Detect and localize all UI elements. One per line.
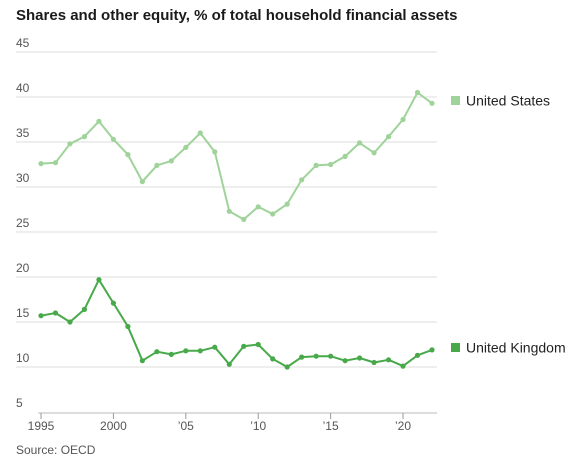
y-tick-label-35: 35 xyxy=(16,126,30,140)
data-point-united-kingdom-2010 xyxy=(255,341,261,348)
data-point-united-kingdom-1998 xyxy=(81,306,88,312)
data-point-united-kingdom-2018 xyxy=(371,359,377,366)
chart-source: Source: OECD xyxy=(16,443,96,457)
data-point-united-states-1999 xyxy=(96,118,102,124)
data-point-united-kingdom-2003 xyxy=(154,349,160,355)
data-point-united-states-1997 xyxy=(67,141,73,147)
data-point-united-states-2003 xyxy=(154,162,160,168)
data-point-united-states-2020 xyxy=(400,116,406,123)
data-point-united-kingdom-2002 xyxy=(139,358,145,364)
data-point-united-states-2009 xyxy=(241,216,247,222)
x-tick-label-2010: ’10 xyxy=(250,419,266,433)
series-line-united-kingdom xyxy=(40,278,433,368)
data-point-united-kingdom-2004 xyxy=(168,351,174,357)
data-point-united-kingdom-1996 xyxy=(52,310,59,316)
data-point-united-kingdom-2014 xyxy=(313,353,319,359)
data-point-united-states-2001 xyxy=(125,152,131,158)
data-point-united-kingdom-2022 xyxy=(429,347,435,353)
y-tick-label-40: 40 xyxy=(16,81,30,95)
data-point-united-kingdom-2017 xyxy=(356,355,363,361)
data-point-united-states-2006 xyxy=(197,130,203,136)
data-point-united-kingdom-1995 xyxy=(38,313,44,319)
y-tick-label-30: 30 xyxy=(16,171,30,185)
legend-label-united-states: United States xyxy=(466,93,550,109)
y-tick-label-5: 5 xyxy=(16,396,23,410)
data-point-united-states-2012 xyxy=(284,201,290,207)
x-tick-label-2015: ’15 xyxy=(323,419,339,433)
data-point-united-states-2008 xyxy=(226,208,232,214)
data-point-united-states-2002 xyxy=(139,179,145,185)
y-tick-label-15: 15 xyxy=(16,306,30,320)
data-point-united-kingdom-2020 xyxy=(400,363,406,369)
data-point-united-states-2017 xyxy=(356,140,363,146)
series-line-united-states xyxy=(40,91,433,221)
data-point-united-kingdom-2008 xyxy=(226,361,232,367)
data-point-united-states-1995 xyxy=(38,161,44,167)
data-point-united-kingdom-2001 xyxy=(125,323,131,330)
data-point-united-kingdom-2021 xyxy=(414,352,421,358)
y-tick-label-25: 25 xyxy=(16,216,30,230)
data-point-united-states-2016 xyxy=(342,153,348,159)
data-point-united-states-2005 xyxy=(183,144,189,150)
data-point-united-kingdom-2009 xyxy=(241,343,247,349)
chart-title: Shares and other equity, % of total hous… xyxy=(16,7,458,24)
data-point-united-states-2021 xyxy=(414,89,421,96)
data-point-united-states-2013 xyxy=(299,177,305,183)
legend-swatch-united-states xyxy=(451,96,460,105)
data-point-united-kingdom-2006 xyxy=(197,348,203,354)
x-tick-label-2020: ’20 xyxy=(395,419,411,433)
data-point-united-kingdom-2011 xyxy=(270,356,276,362)
x-tick-label-1995: 1995 xyxy=(28,419,55,433)
data-point-united-kingdom-2016 xyxy=(342,358,348,364)
data-point-united-states-2014 xyxy=(313,162,319,168)
y-tick-label-20: 20 xyxy=(16,261,30,275)
data-point-united-kingdom-2000 xyxy=(110,300,117,306)
data-point-united-states-2018 xyxy=(371,150,377,156)
x-tick-label-2000: 2000 xyxy=(100,419,127,433)
data-point-united-states-2015 xyxy=(328,161,334,168)
y-tick-label-45: 45 xyxy=(16,36,30,50)
data-point-united-kingdom-2012 xyxy=(284,364,290,370)
data-point-united-states-1996 xyxy=(52,160,59,166)
data-point-united-kingdom-2005 xyxy=(183,348,189,354)
data-point-united-kingdom-1997 xyxy=(67,319,73,325)
data-point-united-kingdom-2019 xyxy=(385,357,392,363)
y-tick-label-10: 10 xyxy=(16,351,30,365)
data-point-united-kingdom-1999 xyxy=(96,277,102,283)
data-point-united-states-1998 xyxy=(81,134,88,140)
legend-label-united-kingdom: United Kingdom xyxy=(466,340,566,356)
x-tick-label-2005: ’05 xyxy=(178,419,194,433)
data-point-united-states-2004 xyxy=(168,158,174,164)
data-point-united-states-2007 xyxy=(212,149,218,155)
data-point-united-states-2000 xyxy=(110,136,117,142)
legend-swatch-united-kingdom xyxy=(451,343,460,352)
data-point-united-states-2010 xyxy=(255,204,261,210)
data-point-united-kingdom-2013 xyxy=(299,354,305,360)
data-point-united-kingdom-2015 xyxy=(328,353,334,359)
data-point-united-kingdom-2007 xyxy=(212,344,218,350)
data-point-united-states-2019 xyxy=(385,134,392,140)
data-point-united-states-2022 xyxy=(429,100,435,106)
data-point-united-states-2011 xyxy=(270,211,276,217)
